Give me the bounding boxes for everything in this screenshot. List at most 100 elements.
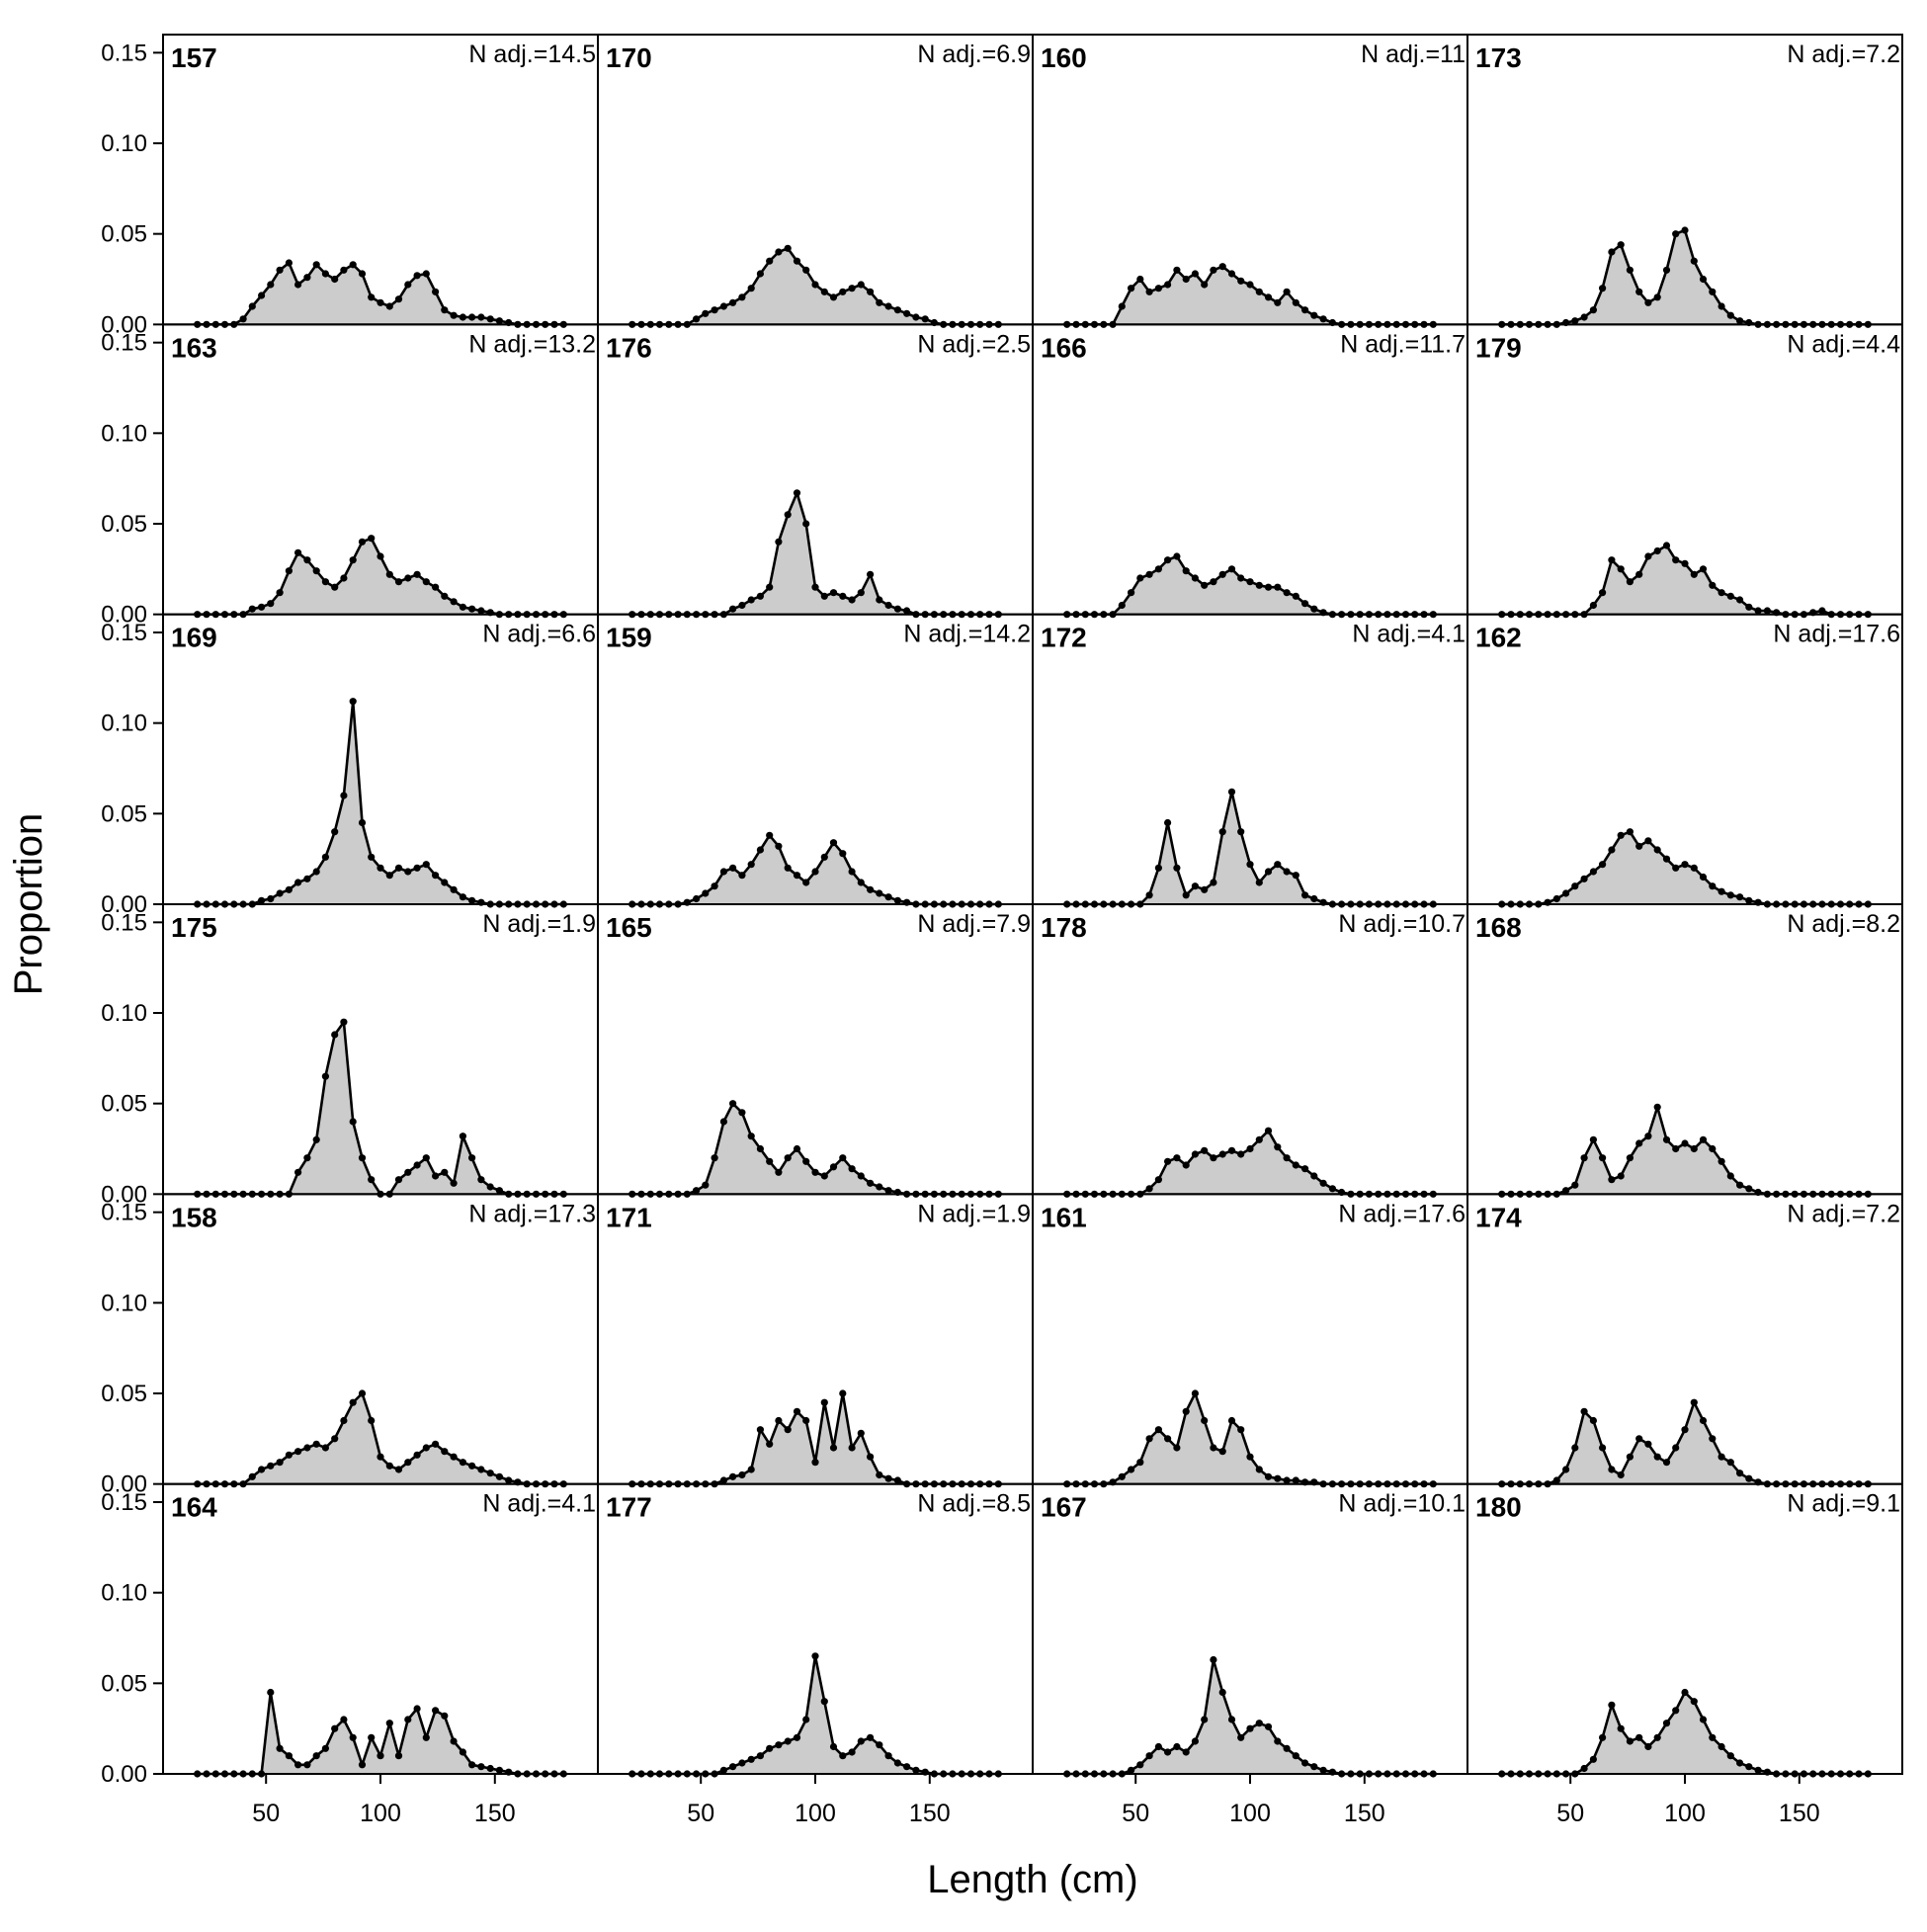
data-point-168-124 xyxy=(1736,1181,1744,1189)
n-adj-label: N adj.=11 xyxy=(1361,41,1466,68)
panel-id-label: 160 xyxy=(1041,42,1087,73)
data-point-160-56 xyxy=(1145,288,1153,295)
data-point-172-80 xyxy=(1201,885,1209,893)
data-point-168-100 xyxy=(1681,1139,1689,1147)
n-adj-label: N adj.=7.2 xyxy=(1787,1200,1900,1227)
data-point-166-128 xyxy=(1310,605,1318,613)
data-point-166-48 xyxy=(1128,589,1135,597)
y-tick-label: 0.10 xyxy=(101,1290,147,1316)
data-point-166-100 xyxy=(1246,578,1254,586)
data-point-175-92 xyxy=(358,1154,367,1162)
data-point-171-92 xyxy=(793,1407,801,1415)
y-tick-label: 0.00 xyxy=(101,311,147,338)
y-tick-label: 0.10 xyxy=(101,420,147,447)
data-point-161-48 xyxy=(1128,1466,1135,1473)
data-point-160-76 xyxy=(1191,270,1199,278)
data-point-174-80 xyxy=(1635,1435,1643,1443)
data-point-167-128 xyxy=(1310,1763,1318,1771)
y-tick-label: 0.05 xyxy=(101,1670,147,1697)
x-tick-label: 150 xyxy=(1779,1800,1820,1827)
data-point-177-64 xyxy=(729,1763,737,1771)
data-point-159-80 xyxy=(766,831,774,839)
data-point-169-140 xyxy=(468,896,476,904)
n-adj-label: N adj.=14.5 xyxy=(468,41,596,68)
data-point-161-64 xyxy=(1164,1435,1172,1443)
panel-id-label: 169 xyxy=(171,623,217,653)
data-point-159-116 xyxy=(848,868,856,876)
data-point-180-92 xyxy=(1662,1720,1671,1727)
data-point-177-124 xyxy=(867,1733,875,1741)
data-point-167-124 xyxy=(1301,1759,1309,1767)
panel-frame-157 xyxy=(162,34,599,326)
data-point-162-116 xyxy=(1718,887,1725,895)
data-point-162-44 xyxy=(1552,894,1560,903)
data-point-170-132 xyxy=(884,302,892,310)
n-adj-label: N adj.=4.1 xyxy=(482,1490,596,1518)
data-point-180-84 xyxy=(1644,1742,1652,1751)
data-point-162-56 xyxy=(1580,875,1588,882)
n-adj-label: N adj.=14.2 xyxy=(903,621,1031,648)
data-point-177-96 xyxy=(802,1716,810,1723)
data-point-165-84 xyxy=(775,1168,783,1176)
data-point-167-88 xyxy=(1218,1688,1226,1697)
data-point-162-52 xyxy=(1571,882,1579,890)
data-point-178-100 xyxy=(1246,1144,1254,1153)
x-tick-label: 150 xyxy=(474,1800,516,1827)
data-point-174-100 xyxy=(1681,1426,1689,1434)
data-point-178-108 xyxy=(1264,1127,1273,1134)
data-point-173-88 xyxy=(1653,294,1661,301)
data-point-164-88 xyxy=(349,1733,357,1741)
data-point-168-64 xyxy=(1599,1154,1607,1162)
n-adj-label: N adj.=6.9 xyxy=(917,41,1031,68)
data-point-158-144 xyxy=(477,1466,485,1473)
data-point-166-56 xyxy=(1145,570,1153,578)
data-point-162-68 xyxy=(1608,846,1616,854)
data-point-157-48 xyxy=(258,292,266,299)
data-point-168-128 xyxy=(1745,1185,1753,1193)
data-point-175-88 xyxy=(349,1118,357,1126)
data-point-175-140 xyxy=(468,1154,476,1162)
data-point-179-80 xyxy=(1635,570,1643,578)
data-point-169-92 xyxy=(358,818,367,827)
panel-180: 180 N adj.=9.1 xyxy=(1466,1482,1903,1778)
data-point-176-84 xyxy=(775,538,783,546)
data-point-161-88 xyxy=(1218,1448,1226,1456)
n-adj-label: N adj.=8.2 xyxy=(1787,910,1900,938)
n-adj-label: N adj.=10.1 xyxy=(1338,1490,1466,1518)
data-point-162-104 xyxy=(1690,864,1698,872)
data-point-159-88 xyxy=(784,864,792,872)
data-point-175-148 xyxy=(486,1183,494,1191)
data-point-160-44 xyxy=(1118,302,1126,310)
data-point-176-80 xyxy=(766,583,774,591)
data-point-160-48 xyxy=(1128,285,1135,293)
data-point-179-124 xyxy=(1736,596,1744,604)
data-point-177-60 xyxy=(719,1766,728,1774)
data-point-171-84 xyxy=(775,1416,783,1425)
panel-id-label: 157 xyxy=(171,42,217,73)
data-point-158-108 xyxy=(394,1466,403,1473)
data-point-171-136 xyxy=(893,1476,902,1484)
data-point-180-116 xyxy=(1718,1742,1725,1751)
data-point-178-68 xyxy=(1173,1154,1181,1162)
data-point-158-128 xyxy=(441,1448,449,1456)
area-fill-173 xyxy=(1501,230,1869,325)
data-point-172-68 xyxy=(1173,864,1181,872)
data-point-164-120 xyxy=(422,1733,430,1741)
data-point-157-72 xyxy=(312,261,320,269)
data-point-169-60 xyxy=(285,885,293,893)
data-point-159-100 xyxy=(811,868,819,876)
data-point-159-72 xyxy=(747,861,755,869)
data-point-158-104 xyxy=(385,1462,393,1470)
data-point-170-144 xyxy=(912,313,920,321)
data-point-163-56 xyxy=(276,589,284,597)
data-point-164-56 xyxy=(276,1744,284,1752)
data-point-179-116 xyxy=(1718,589,1725,597)
data-point-169-64 xyxy=(294,879,302,886)
data-point-178-92 xyxy=(1227,1146,1236,1154)
data-point-174-124 xyxy=(1736,1470,1744,1477)
data-point-176-68 xyxy=(738,601,746,610)
data-point-172-96 xyxy=(1237,828,1245,836)
data-point-157-84 xyxy=(340,266,348,274)
data-point-160-72 xyxy=(1182,275,1190,284)
data-point-165-116 xyxy=(848,1165,856,1173)
